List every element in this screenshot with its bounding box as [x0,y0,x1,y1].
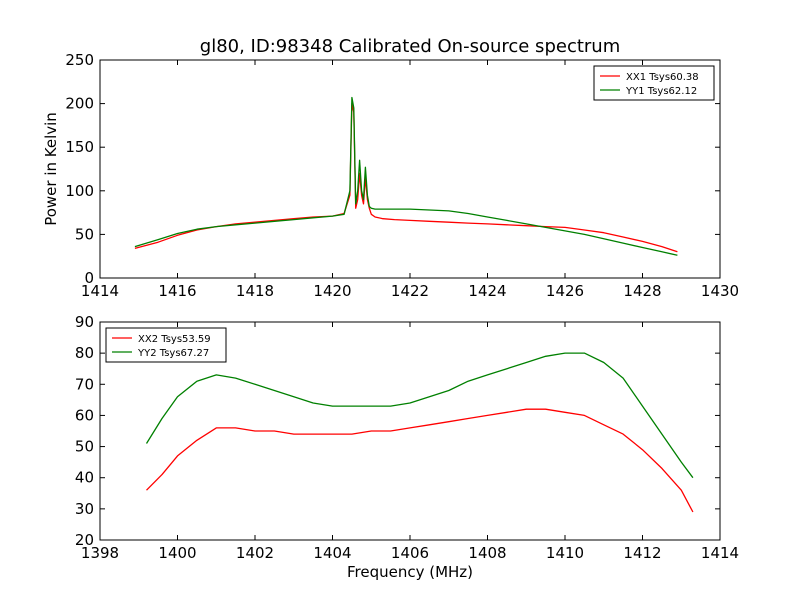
x-tick-label: 1406 [391,544,429,562]
y-tick-label: 40 [75,469,94,487]
x-tick-label: 1426 [546,282,584,300]
x-tick-label: 1414 [81,282,119,300]
x-tick-label: 1412 [623,544,661,562]
bottom-panel: 1398 1400 1402 1404 1406 1408 1410 1412 1414 20 30… [75,313,739,581]
x-tick-label: 1400 [158,544,196,562]
y-tick-label: 20 [75,531,94,549]
x-tick-label: 1410 [546,544,584,562]
x-tick-label: 1416 [158,282,196,300]
y-tick-label: 90 [75,313,94,331]
y-tick-label: 50 [75,438,94,456]
series-line-1 [146,408,694,513]
y-tick-label: 70 [75,375,94,393]
x-tick-label: 1418 [236,282,274,300]
x-axis-label: Frequency (MHz) [347,563,473,581]
y-tick-label: 250 [65,51,94,69]
series-line-2 [134,96,678,256]
legend: XX1 Tsys60.38 YY1 Tsys62.12 [593,65,715,101]
x-tick-label: 1408 [468,544,506,562]
x-tick-label: 1430 [701,282,739,300]
y-tick-label: 100 [65,182,94,200]
x-tick-label: 1414 [701,544,739,562]
series-line-2 [145,352,694,479]
y-tick-label: 50 [75,225,94,243]
legend-box [593,65,715,101]
y-tick-label: 200 [65,95,94,113]
y-tick-label: 80 [75,344,94,362]
top-panel: 1414 1416 1418 1420 1422 1424 1426 1428 1430 0 50 1… [42,36,739,300]
x-tick-label: 1422 [391,282,429,300]
x-tick-label: 1420 [313,282,351,300]
y-tick-label: 0 [84,269,94,287]
y-tick-label: 60 [75,406,94,424]
legend-label-1: XX1 Tsys60.38 [626,72,699,83]
chart-title: gl80, ID:98348 Calibrated On-source spec… [200,36,620,57]
x-tick-label: 1404 [313,544,351,562]
legend: XX2 Tsys53.59 YY2 Tsys67.27 [105,327,227,363]
x-tick-label: 1402 [236,544,274,562]
x-tick-label: 1424 [468,282,506,300]
series-line-1 [134,102,678,253]
legend-label-1: XX2 Tsys53.59 [138,334,211,345]
x-tick-label: 1398 [81,544,119,562]
legend-box [105,327,227,363]
y-tick-label: 150 [65,138,94,156]
x-tick-label: 1428 [623,282,661,300]
y-axis-label: Power in Kelvin [42,112,60,226]
legend-label-2: YY1 Tsys62.12 [625,86,697,97]
legend-label-2: YY2 Tsys67.27 [137,348,209,359]
y-tick-label: 30 [75,500,94,518]
